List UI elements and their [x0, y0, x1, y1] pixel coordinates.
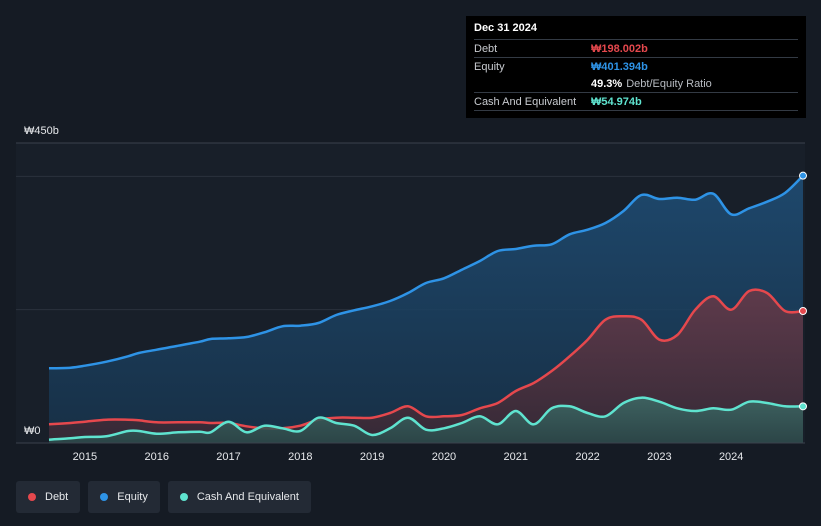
legend-debt-label: Debt	[45, 491, 69, 503]
equity-endpoint	[799, 171, 807, 180]
equity-line	[48, 174, 804, 370]
tooltip-row-ratio: 49.3% Debt/Equity Ratio	[474, 75, 798, 92]
x-tick-label-2016: 2016	[144, 451, 168, 463]
legend-cash-label: Cash And Equivalent	[196, 491, 299, 503]
tooltip-ratio-caption: Debt/Equity Ratio	[626, 77, 712, 90]
legend-item-equity[interactable]: Equity	[88, 481, 160, 513]
x-tick-label-2022: 2022	[575, 451, 599, 463]
x-tick-label-2018: 2018	[288, 451, 312, 463]
tooltip-cash-value: ₩54.974b	[591, 95, 642, 108]
debt-endpoint	[799, 307, 807, 315]
cash-dot-icon	[179, 493, 188, 501]
x-tick-label-2024: 2024	[719, 451, 743, 463]
legend-equity-label: Equity	[117, 491, 148, 503]
x-tick-label-2015: 2015	[73, 451, 97, 463]
x-tick-label-2017: 2017	[216, 451, 240, 463]
debt-line	[48, 288, 804, 430]
legend: Debt Equity Cash And Equivalent	[16, 481, 311, 513]
tooltip-cash-label: Cash And Equivalent	[474, 95, 577, 108]
tooltip-date: Dec 31 2024	[474, 22, 537, 34]
x-tick-label-2019: 2019	[360, 451, 384, 463]
tooltip-row-equity: Equity ₩401.394b	[474, 57, 798, 75]
equity-dot-icon	[100, 493, 109, 501]
x-tick-label-2021: 2021	[504, 451, 528, 463]
cash-and-equivalent-line	[48, 396, 804, 441]
legend-item-debt[interactable]: Debt	[16, 481, 81, 513]
debt-dot-icon	[28, 493, 36, 501]
x-tick-label-2020: 2020	[432, 451, 456, 463]
tooltip-row-cash: Cash And Equivalent ₩54.974b	[474, 92, 798, 111]
cash-and-equivalent-endpoint	[799, 402, 807, 411]
y-axis-bottom-label: ₩0	[24, 425, 41, 437]
tooltip-debt-label: Debt	[474, 42, 498, 55]
tooltip-ratio-value: 49.3%	[591, 77, 623, 90]
tooltip-equity-value: ₩401.394b	[591, 60, 648, 73]
data-tooltip: Dec 31 2024 Debt ₩198.002b Equity ₩401.3…	[466, 16, 806, 118]
y-axis-top-label: ₩450b	[24, 125, 59, 137]
cash-and-equivalent-area	[49, 397, 803, 443]
tooltip-row-debt: Debt ₩198.002b	[474, 39, 798, 57]
legend-item-cash[interactable]: Cash And Equivalent	[167, 481, 311, 513]
tooltip-equity-label: Equity	[474, 60, 505, 73]
x-tick-label-2023: 2023	[647, 451, 671, 463]
tooltip-debt-value: ₩198.002b	[591, 42, 648, 55]
debt-area	[49, 289, 803, 443]
